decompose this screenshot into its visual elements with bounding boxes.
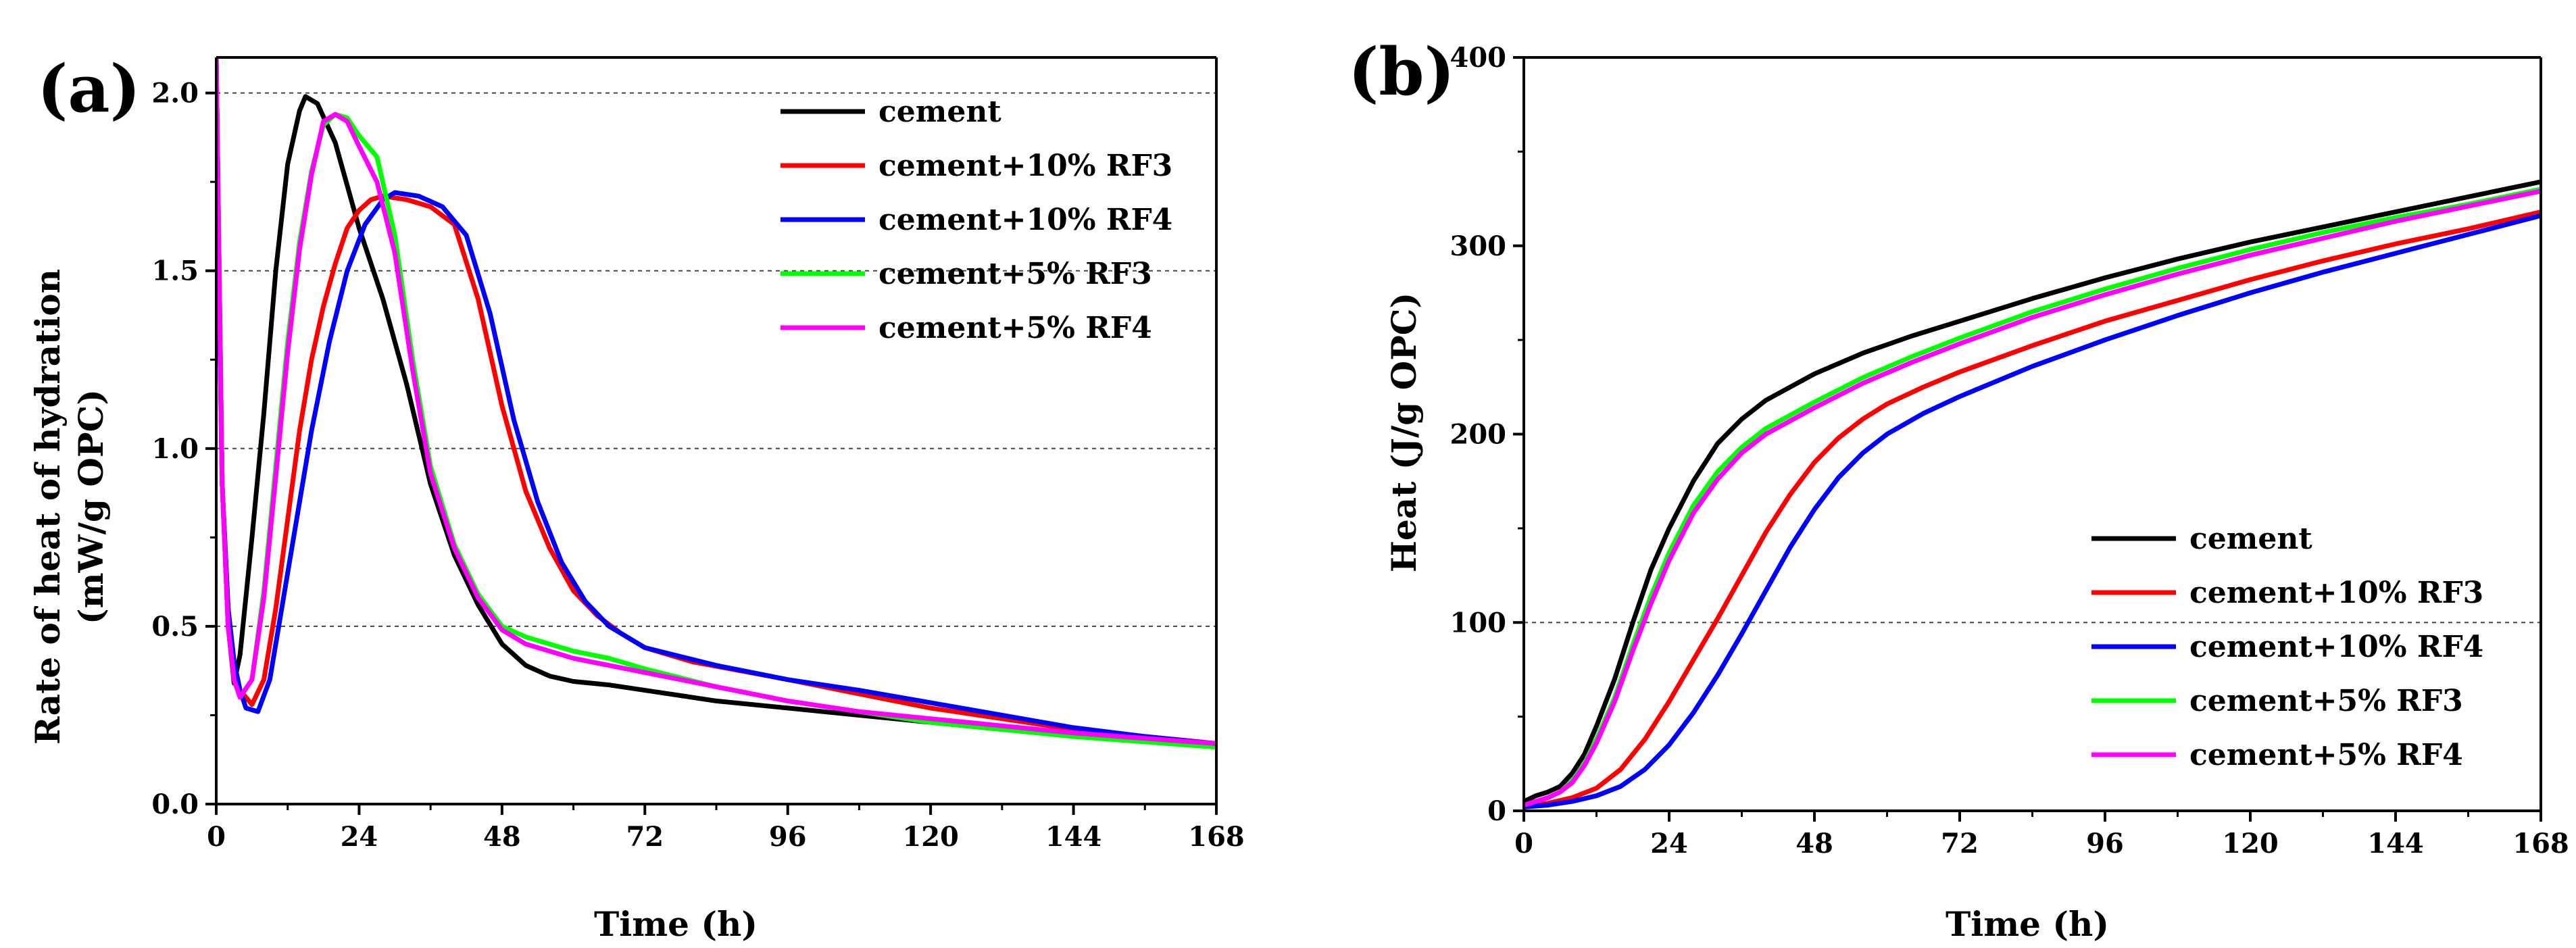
panel-b-y-tick-label: 300 (1450, 230, 1507, 262)
panel-b-series-group (1524, 179, 2541, 809)
panel-b-legend-label-4: cement+5% RF4 (2189, 738, 2463, 772)
panel-b-y-tick-label: 400 (1450, 42, 1507, 74)
panel-b-plot: 0 24 48 72 96 120 144 1680100200300400cementcem… (1450, 42, 2569, 859)
panel-b-x-tick-label: 96 (2086, 828, 2124, 859)
panel-b-y-axis-title: Heat (J/g OPC) (1384, 293, 1424, 573)
panel-a-y-axis-title-line2: (mW/g OPC) (71, 389, 111, 624)
panel-a-y-tick-label: 1.0 (151, 433, 199, 465)
panel-a-series-line-2 (216, 57, 1216, 746)
panel-b-legend: cement cement+10% RF3 cement+10% RF4 cement… (2091, 522, 2483, 772)
panel-a-y-axis-title-line1: Rate of heat of hydration (28, 269, 68, 745)
panel-a-legend-label-1: cement+10% RF3 (878, 149, 1172, 183)
panel-a-series-group (216, 57, 1216, 750)
panel-b-x-tick-label: 168 (2512, 828, 2569, 859)
panel-a-x-tick-label: 120 (902, 821, 959, 853)
panel-b-x-tick-label: 72 (1941, 828, 1979, 859)
panel-a-x-tick-label: 168 (1188, 821, 1245, 853)
panel-a-y-tick-label: 1.5 (151, 255, 199, 287)
panel-b-legend-label-3: cement+5% RF3 (2189, 684, 2463, 718)
panel-a-x-tick-label: 72 (626, 821, 664, 853)
panel-a-x-tick-label: 24 (341, 821, 378, 853)
panel-b-series-line-0 (1524, 179, 2541, 804)
panel-a-y-tick-label: 0.5 (151, 611, 199, 643)
panel-a-plot: 0 24 48 72 96 120 144 1680.00.51.01.52.0cementc… (151, 56, 1245, 853)
panel-b-x-tick-label: 120 (2222, 828, 2279, 859)
panel-b-label: (b) (1348, 34, 1455, 110)
panel-a-y-tick-label: 2.0 (151, 78, 199, 109)
panel-b-x-tick-label: 144 (2367, 828, 2424, 859)
panel-a-label: (a) (37, 51, 141, 127)
panel-a-x-tick-label: 144 (1045, 821, 1102, 853)
panel-b-x-tick-label: 48 (1795, 828, 1833, 859)
panel-a-legend-label-4: cement+5% RF4 (878, 311, 1152, 345)
panel-b-legend-label-0: cement (2189, 522, 2312, 556)
panel-a-legend: cement cement+10% RF3 cement+10% RF4 cement… (781, 95, 1172, 345)
panel-a-x-tick-label: 48 (483, 821, 521, 853)
panel-b-y-tick-label: 0 (1487, 795, 1506, 827)
panel-a-legend-label-3: cement+5% RF3 (878, 257, 1152, 291)
panel-a-series-line-0 (216, 57, 1216, 748)
panel-a-x-axis-title: Time (h) (594, 904, 758, 944)
panel-a-x-tick-label: 96 (769, 821, 807, 853)
panel-a-legend-label-2: cement+10% RF4 (878, 203, 1172, 237)
panel-b-y-tick-label: 200 (1450, 419, 1507, 451)
panel-b-x-tick-label: 0 (1514, 828, 1533, 859)
panel-b-legend-label-1: cement+10% RF3 (2189, 576, 2483, 610)
panel-b-series-line-4 (1524, 189, 2541, 808)
panel-b-x-axis-title: Time (h) (1946, 904, 2109, 944)
panel-b-series-line-2 (1524, 213, 2541, 809)
panel-a-y-tick-label: 0.0 (151, 789, 199, 820)
panel-b-series-line-1 (1524, 209, 2541, 809)
panel-b-y-tick-label: 100 (1450, 607, 1507, 639)
panel-a-series-line-4 (216, 57, 1216, 746)
panel-a-x-tick-label: 0 (207, 821, 226, 853)
panel-b-legend-label-2: cement+10% RF4 (2189, 630, 2483, 664)
panel-b-x-tick-label: 24 (1650, 828, 1688, 859)
panel-a-legend-label-0: cement (878, 95, 1001, 129)
